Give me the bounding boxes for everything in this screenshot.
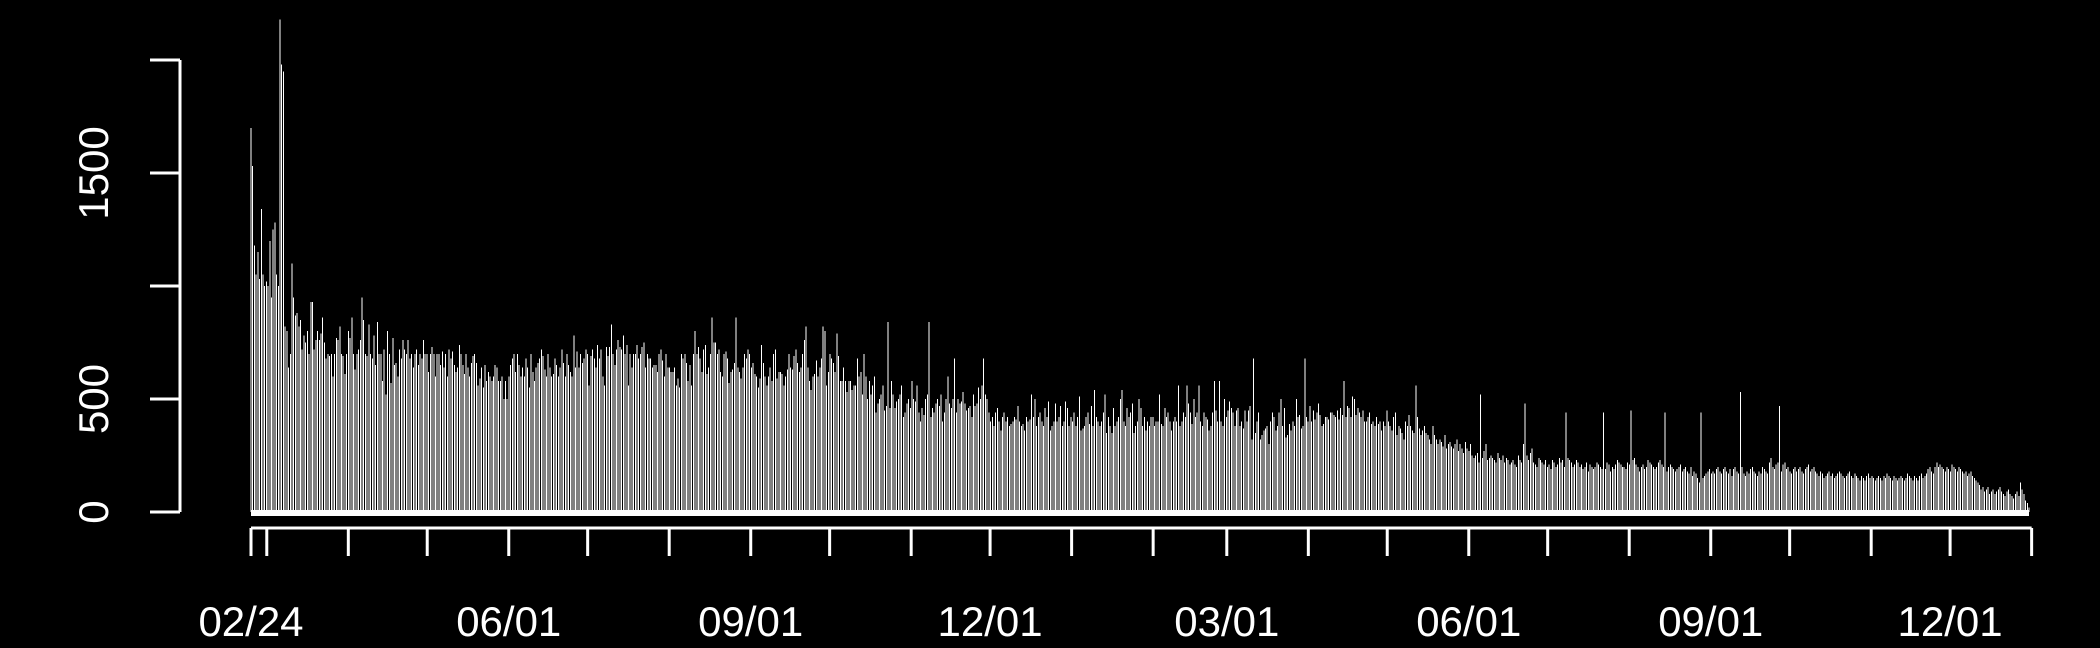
x-tick-label: 06/01 bbox=[456, 598, 561, 645]
x-tick-label: 02/24 bbox=[198, 598, 303, 645]
bars-layer bbox=[250, 19, 2030, 516]
x-tick-label: 12/01 bbox=[1898, 598, 2003, 645]
y-tick-label: 500 bbox=[70, 364, 117, 434]
y-axis: 0 500 1500 bbox=[70, 58, 182, 524]
x-tick-label: 12/01 bbox=[938, 598, 1043, 645]
x-tick-label: 03/01 bbox=[1174, 598, 1279, 645]
x-tick-label: 09/01 bbox=[1658, 598, 1763, 645]
y-tick-label: 1500 bbox=[70, 126, 117, 219]
x-axis: 02/24 06/01 09/01 12/01 03/01 06/01 09/01 12/01 bbox=[198, 526, 2034, 645]
x-tick-label: 06/01 bbox=[1416, 598, 1521, 645]
x-tick-label: 09/01 bbox=[698, 598, 803, 645]
y-tick-label: 0 bbox=[70, 500, 117, 523]
